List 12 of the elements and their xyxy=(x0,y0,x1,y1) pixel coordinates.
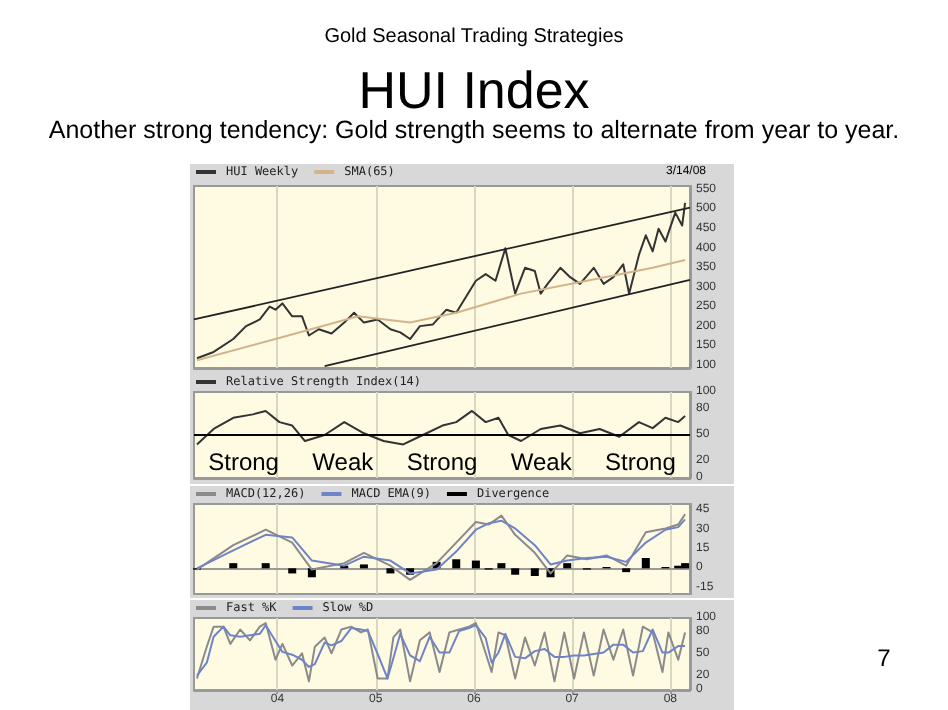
chart-title: HUI Index xyxy=(356,60,592,120)
line-series xyxy=(195,201,687,360)
annotation: Weak xyxy=(312,448,374,477)
annotation: Strong xyxy=(605,448,676,477)
chart-subtitle: Another strong tendency: Gold strength seems to alternate from year to year. xyxy=(46,116,902,144)
line-series xyxy=(195,409,687,446)
annotation: Weak xyxy=(510,448,572,477)
annotation: Strong xyxy=(406,448,478,477)
text: 7 xyxy=(875,644,893,672)
annotation: Strong xyxy=(208,448,279,477)
text: Gold Seasonal Trading Strategies xyxy=(322,26,626,48)
line-series xyxy=(195,258,687,362)
